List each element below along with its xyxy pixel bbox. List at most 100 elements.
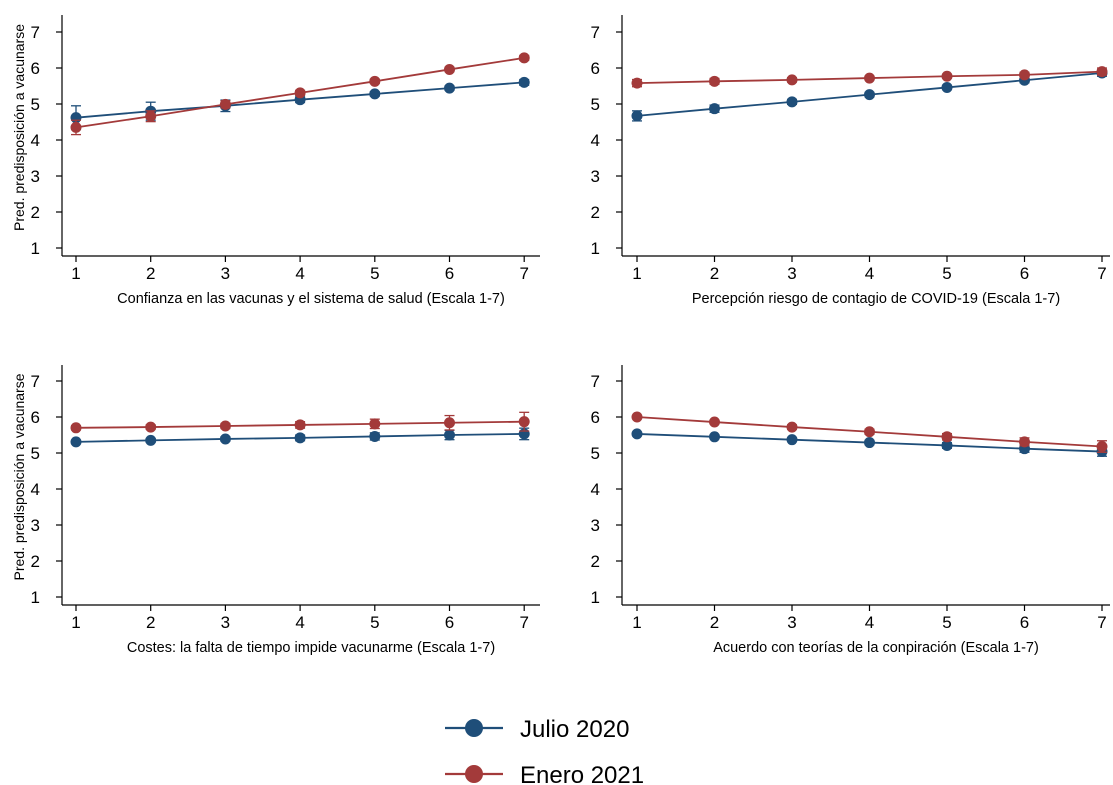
x-tick-label: 4 — [295, 613, 304, 632]
data-point — [294, 87, 306, 99]
y-tick-label: 7 — [591, 372, 600, 391]
data-point — [864, 89, 875, 101]
data-point — [941, 70, 953, 82]
data-point — [444, 429, 455, 441]
x-tick-label: 6 — [1020, 264, 1029, 283]
y-tick-label: 1 — [591, 588, 600, 607]
data-point — [369, 88, 381, 100]
data-point — [709, 103, 720, 115]
data-point — [444, 63, 455, 75]
x-axis-label: Confianza en las vacunas y el sistema de… — [117, 291, 505, 307]
x-tick-label: 4 — [295, 264, 304, 283]
data-point — [369, 75, 381, 87]
data-point — [444, 82, 455, 94]
data-point — [444, 417, 455, 429]
panel-1: 1 2 3 4 5 6 7 1 2 3 4 5 6 7 Confianza en las vacunas y… — [11, 15, 540, 307]
y-tick-label: 4 — [591, 131, 600, 150]
data-point — [145, 421, 157, 433]
y-tick-label: 2 — [591, 552, 600, 571]
x-tick-label: 2 — [710, 264, 719, 283]
x-tick-label: 2 — [146, 613, 155, 632]
series-enero-2021 — [70, 52, 530, 136]
data-point — [518, 416, 530, 428]
panel-4: 1 2 3 4 5 6 7 1 2 3 4 5 6 7 Acuerdo con teorías de la … — [591, 365, 1110, 656]
x-tick-label: 6 — [445, 264, 454, 283]
y-tick-label: 5 — [591, 444, 600, 463]
data-point — [369, 430, 381, 442]
data-point — [518, 52, 530, 64]
x-tick-label: 4 — [865, 613, 874, 632]
x-tick-label: 3 — [221, 264, 230, 283]
data-point — [709, 75, 720, 87]
y-tick-label: 7 — [591, 23, 600, 42]
data-point — [941, 439, 953, 451]
y-tick-label: 6 — [591, 408, 600, 427]
series-enero-2021 — [70, 411, 530, 434]
y-tick-label: 7 — [31, 23, 40, 42]
data-point — [709, 431, 720, 443]
x-tick-label: 5 — [942, 613, 951, 632]
x-tick-label: 3 — [221, 613, 230, 632]
data-point — [219, 433, 231, 445]
y-tick-label: 5 — [31, 444, 40, 463]
y-axis-label: Pred. predisposición a vacunarse — [11, 24, 27, 231]
legend-marker-julio — [465, 719, 483, 737]
data-point — [786, 421, 798, 433]
data-point — [709, 416, 720, 428]
legend-marker-enero — [465, 765, 483, 783]
x-tick-label: 5 — [942, 264, 951, 283]
x-tick-label: 1 — [71, 613, 80, 632]
data-point — [786, 96, 798, 108]
x-tick-label: 3 — [787, 264, 796, 283]
data-point — [631, 77, 643, 89]
y-axis-label: Pred. predisposición a vacunarse — [11, 373, 27, 580]
y-tick-label: 3 — [591, 167, 600, 186]
x-tick-label: 7 — [1097, 264, 1106, 283]
data-point — [219, 420, 231, 432]
panel-2: 1 2 3 4 5 6 7 1 2 3 4 5 6 7 Percepción riesgo de conta… — [591, 15, 1110, 307]
y-tick-label: 1 — [31, 239, 40, 258]
data-point — [70, 436, 82, 448]
y-tick-label: 3 — [591, 516, 600, 535]
data-point — [1096, 441, 1108, 453]
x-tick-label: 7 — [519, 613, 528, 632]
y-tick-label: 3 — [31, 167, 40, 186]
data-point — [219, 98, 231, 110]
y-tick-label: 7 — [31, 372, 40, 391]
data-point — [864, 426, 875, 438]
x-tick-label: 1 — [71, 264, 80, 283]
y-tick-label: 4 — [31, 131, 40, 150]
x-tick-label: 2 — [710, 613, 719, 632]
legend-label-enero: Enero 2021 — [520, 762, 644, 785]
data-point — [70, 121, 82, 133]
data-point — [145, 110, 157, 122]
data-point — [631, 411, 643, 423]
series-julio-2020 — [70, 427, 530, 448]
legend: Julio 2020 Enero 2021 — [445, 716, 644, 785]
x-tick-label: 7 — [519, 264, 528, 283]
data-point — [294, 419, 306, 431]
x-tick-label: 6 — [1020, 613, 1029, 632]
data-point — [631, 428, 643, 440]
data-point — [941, 81, 953, 93]
data-point — [70, 422, 82, 434]
y-tick-label: 6 — [31, 408, 40, 427]
data-point — [369, 418, 381, 430]
x-tick-label: 4 — [865, 264, 874, 283]
x-tick-label: 7 — [1097, 613, 1106, 632]
y-tick-label: 2 — [31, 552, 40, 571]
y-tick-label: 2 — [591, 203, 600, 222]
y-tick-label: 4 — [591, 480, 600, 499]
series-julio-2020 — [70, 76, 530, 131]
y-tick-label: 6 — [591, 59, 600, 78]
legend-label-julio: Julio 2020 — [520, 716, 629, 743]
data-point — [145, 434, 157, 446]
y-tick-label: 6 — [31, 59, 40, 78]
x-tick-label: 5 — [370, 264, 379, 283]
data-point — [941, 431, 953, 443]
y-tick-label: 1 — [591, 239, 600, 258]
series-julio-2020 — [631, 428, 1108, 458]
data-point — [786, 74, 798, 86]
data-point — [786, 434, 798, 446]
